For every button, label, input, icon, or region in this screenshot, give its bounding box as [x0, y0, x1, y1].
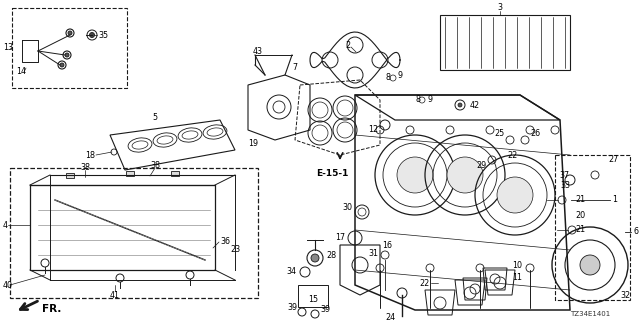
Text: 12: 12 — [368, 125, 378, 134]
Text: 24: 24 — [385, 313, 395, 320]
Text: 8: 8 — [415, 95, 420, 105]
Text: 15: 15 — [308, 295, 318, 305]
Bar — [126, 171, 134, 176]
Text: 6: 6 — [633, 228, 638, 236]
Text: 39: 39 — [320, 306, 330, 315]
Bar — [171, 171, 179, 176]
Circle shape — [397, 157, 433, 193]
Circle shape — [60, 63, 64, 67]
Text: 22: 22 — [420, 278, 430, 287]
Bar — [440, 15, 570, 70]
Text: 30: 30 — [342, 204, 352, 212]
Text: E-15-1: E-15-1 — [316, 169, 348, 178]
Text: 3: 3 — [497, 4, 502, 12]
Text: 2: 2 — [345, 41, 350, 50]
Text: 20: 20 — [575, 211, 585, 220]
Circle shape — [311, 254, 319, 262]
Text: 21: 21 — [575, 226, 585, 235]
Text: 11: 11 — [512, 274, 522, 283]
Text: 16: 16 — [382, 241, 392, 250]
Text: 1: 1 — [612, 196, 617, 204]
Text: 7: 7 — [292, 63, 297, 73]
Text: 22: 22 — [507, 150, 517, 159]
Bar — [12, 8, 127, 88]
Bar — [298, 285, 328, 307]
Text: 34: 34 — [286, 268, 296, 276]
Bar — [66, 173, 74, 178]
Text: 26: 26 — [530, 130, 540, 139]
Text: 41: 41 — [110, 291, 120, 300]
Bar — [10, 168, 258, 298]
Text: 27: 27 — [608, 156, 618, 164]
Text: TZ34E1401: TZ34E1401 — [570, 311, 610, 317]
Bar — [555, 155, 630, 300]
Text: 10: 10 — [512, 260, 522, 269]
Text: 42: 42 — [470, 100, 480, 109]
Text: 5: 5 — [152, 114, 157, 123]
Text: 36: 36 — [220, 237, 230, 246]
Circle shape — [458, 103, 462, 107]
Text: 35: 35 — [98, 30, 108, 39]
Text: 19: 19 — [248, 139, 258, 148]
Text: 21: 21 — [575, 196, 585, 204]
Text: 43: 43 — [253, 47, 263, 57]
Text: 31: 31 — [368, 249, 378, 258]
Text: 9: 9 — [428, 95, 433, 105]
Circle shape — [580, 255, 600, 275]
Text: 39: 39 — [288, 303, 298, 313]
Text: 38: 38 — [150, 161, 160, 170]
Text: 14: 14 — [16, 68, 26, 76]
Text: 37: 37 — [560, 171, 570, 180]
Text: 29: 29 — [477, 161, 487, 170]
Circle shape — [65, 53, 69, 57]
Text: 18: 18 — [85, 150, 95, 159]
Text: 38: 38 — [80, 163, 90, 172]
Text: 8: 8 — [385, 74, 390, 83]
Text: 17: 17 — [335, 234, 345, 243]
Text: 4: 4 — [3, 220, 8, 229]
Text: FR.: FR. — [42, 304, 61, 314]
Text: 25: 25 — [495, 130, 505, 139]
Text: 32: 32 — [620, 291, 630, 300]
Text: 23: 23 — [230, 245, 240, 254]
Circle shape — [497, 177, 533, 213]
Text: 33: 33 — [560, 180, 570, 189]
Circle shape — [90, 33, 95, 37]
Text: 9: 9 — [398, 70, 403, 79]
Circle shape — [447, 157, 483, 193]
Circle shape — [68, 31, 72, 35]
Text: 40: 40 — [3, 281, 13, 290]
Text: 13: 13 — [3, 44, 13, 52]
Text: 28: 28 — [326, 251, 336, 260]
